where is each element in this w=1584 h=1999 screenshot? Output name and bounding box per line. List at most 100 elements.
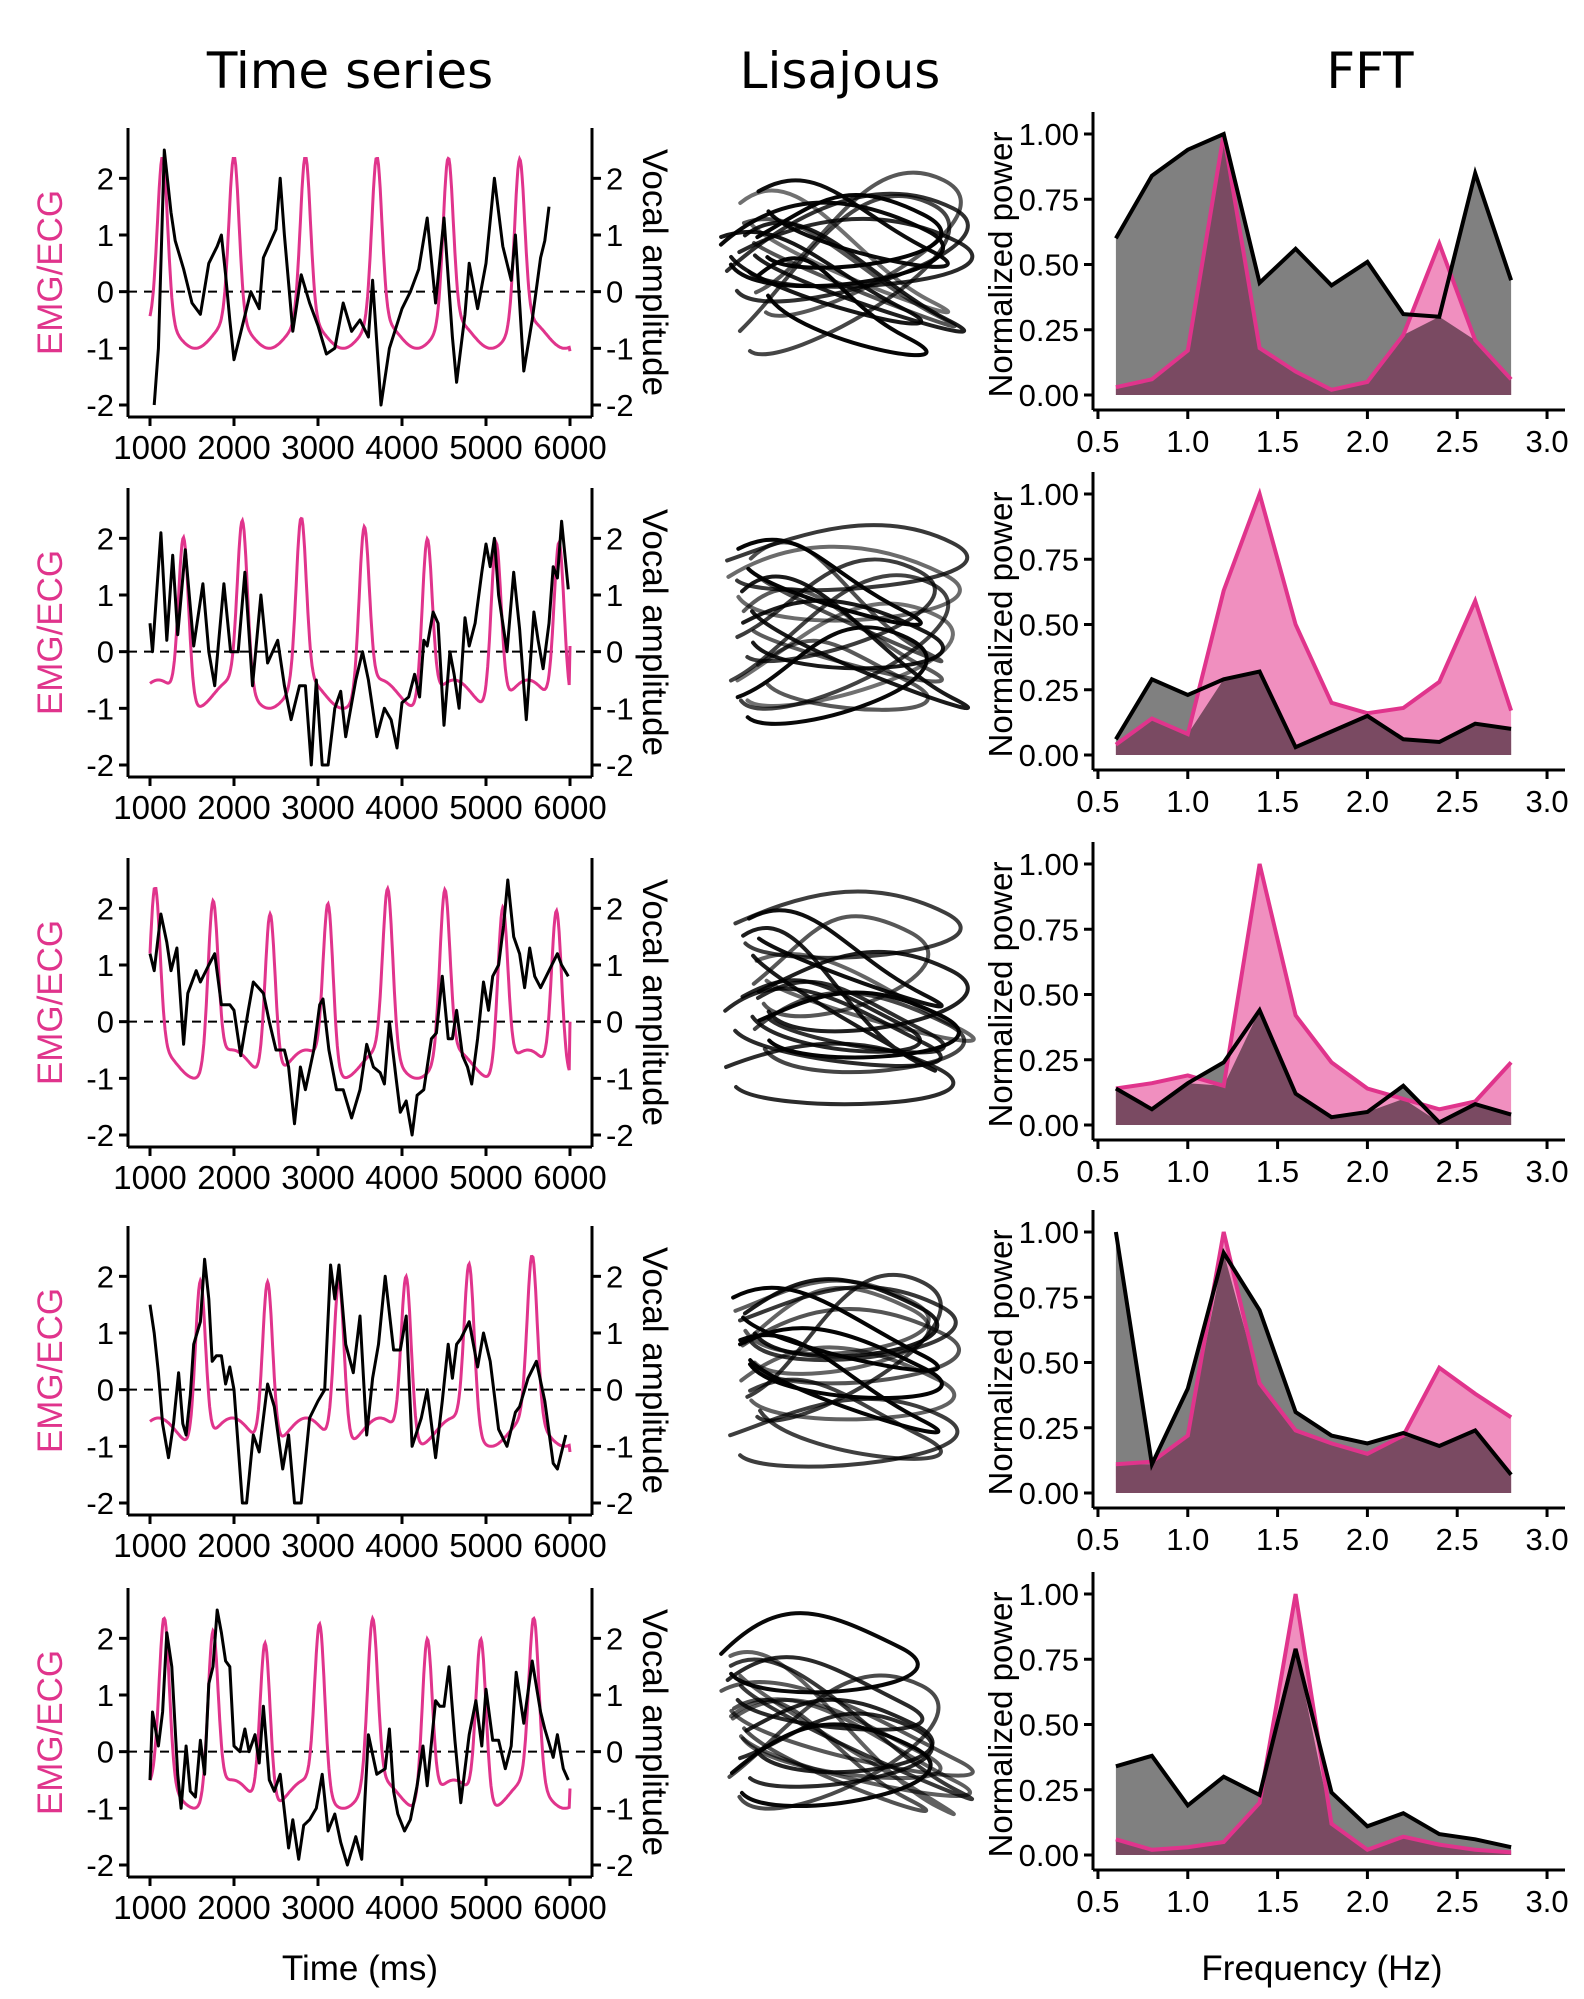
fft-xtick-label: 0.5 [1076,424,1119,459]
title-lissajous: Lisajous [739,42,941,100]
fft-ylabel: Normalized power [982,1592,1019,1858]
fft-ytick-label: 0.25 [1019,1411,1079,1446]
fft-overlap-area [1115,1010,1512,1125]
fft-xtick-label: 1.0 [1166,424,1209,459]
fft-ytick-label: 0.25 [1019,313,1079,348]
ts-xtick-label: 2000 [197,1159,270,1196]
ts-xtick-label: 1000 [113,789,186,826]
fft-ytick-label: 1.00 [1019,847,1079,882]
emg-trace [148,154,572,352]
ts-xtick-label: 3000 [281,429,354,466]
lissajous-trajectory [741,217,957,329]
ts-ytick-label-right: 0 [606,275,623,310]
ts-ytick-label-right: 1 [606,1316,623,1351]
fft-xtick-label: 2.0 [1346,424,1389,459]
fft-ytick-label: 0.75 [1019,1642,1079,1677]
ts-ytick-label-right: 0 [606,1373,623,1408]
ts-ytick-label-right: -1 [606,331,634,366]
fft-ytick-label: 0.00 [1019,738,1079,773]
lissajous-trajectory [729,1722,933,1809]
lissajous-trajectory [728,1396,960,1469]
lissajous-trajectory [725,1655,925,1732]
fft-ylabel: Normalized power [982,862,1019,1128]
fft-xtick-label: 2.5 [1436,1522,1479,1557]
lissajous-trajectory [756,949,970,1034]
ylabel-vocal-amplitude: Vocal amplitude [635,1247,674,1494]
vocal-trace [148,878,570,1137]
ts-xtick-label: 1000 [113,1527,186,1564]
fft-ytick-label: 0.50 [1019,608,1079,643]
vocal-trace [152,148,551,407]
ts-ytick-label-left: -1 [86,331,114,366]
lissajous-trajectory [728,1657,974,1802]
ylabel-vocal-amplitude: Vocal amplitude [635,1609,674,1856]
fft-ylabel: Normalized power [982,492,1019,758]
fft-xtick-label: 2.0 [1346,1522,1389,1557]
fft-xtick-label: 1.0 [1166,1884,1209,1919]
ylabel-vocal-amplitude: Vocal amplitude [635,509,674,756]
fft-emg-area [1115,494,1512,755]
lissajous-trajectory [728,573,951,711]
ts-xtick-label: 5000 [449,1527,522,1564]
lissajous-plot [723,889,976,1107]
lissajous-trajectory [739,1345,957,1422]
lissajous-trajectory [738,1326,944,1401]
fft-ytick-label: 0.00 [1019,1838,1079,1873]
fft-xtick-label: 1.5 [1256,1522,1299,1557]
lissajous-trajectory [748,540,944,664]
fft-xtick-label: 2.5 [1436,1884,1479,1919]
fft-xtick-label: 3.0 [1525,1884,1568,1919]
fft-emg-line [1114,487,1514,747]
fft-ylabel: Normalized power [982,1230,1019,1496]
ts-xtick-label: 6000 [533,789,606,826]
ts-ytick-label-left: 0 [97,1005,114,1040]
lissajous-trajectory [753,170,963,318]
ts-xtick-label: 3000 [281,1889,354,1926]
lissajous-trajectory [741,926,938,1073]
lissajous-trajectory [719,1611,920,1695]
ts-xtick-label: 1000 [113,429,186,466]
fft-xtick-label: 0.5 [1076,1154,1119,1189]
fft-emg-line [1115,1593,1512,1855]
lissajous-trajectory [742,1277,940,1359]
fft-ytick-label: 1.00 [1019,477,1079,512]
emg-trace [149,1254,572,1453]
emg-trace [148,1614,572,1810]
fft-ytick-label: 0.00 [1019,378,1079,413]
ts-ytick-label-right: 1 [606,1678,623,1713]
ts-ytick-label-right: -1 [606,1061,634,1096]
ts-ytick-label-left: 2 [97,891,114,926]
lissajous-trajectory [755,638,930,712]
fft-ytick-label: 1.00 [1019,1215,1079,1250]
fft-emg-area [1115,864,1512,1125]
ts-ytick-label-right: 0 [606,635,623,670]
fft-emg-line [1115,863,1513,1112]
ts-ytick-label-right: -1 [606,1791,634,1826]
fft-overlap-area [1115,1648,1512,1855]
ylabel-emg-ecg: EMG/ECG [31,1288,70,1453]
ts-ytick-label-right: 2 [606,1621,623,1656]
ts-ytick-label-left: -1 [86,1429,114,1464]
fft-overlap-area [1115,1252,1512,1493]
lissajous-trajectory [755,979,946,1055]
ts-ytick-label-right: 1 [606,218,623,253]
fft-ytick-label: 0.25 [1019,1043,1079,1078]
lissajous-trajectory [735,625,929,726]
ts-ytick-label-left: 2 [97,521,114,556]
lissajous-trajectory [737,194,952,357]
ylabel-emg-ecg: EMG/ECG [31,550,70,715]
fft-xtick-label: 2.0 [1346,1154,1389,1189]
fft-ytick-label: 0.00 [1019,1108,1079,1143]
ts-ytick-label-right: -1 [606,1429,634,1464]
fft-ytick-label: 0.50 [1019,1708,1079,1743]
fft-xtick-label: 2.0 [1346,1884,1389,1919]
fft-xtick-label: 0.5 [1076,784,1119,819]
fft-ytick-label: 0.50 [1019,1346,1079,1381]
fft-vocal-line [1114,669,1512,750]
lissajous-trajectory [757,990,961,1060]
ts-ytick-label-right: -2 [606,1848,634,1883]
lissajous-trajectory [731,1285,940,1373]
fft-xtick-label: 2.0 [1346,784,1389,819]
fft-ytick-label: 0.50 [1019,248,1079,283]
